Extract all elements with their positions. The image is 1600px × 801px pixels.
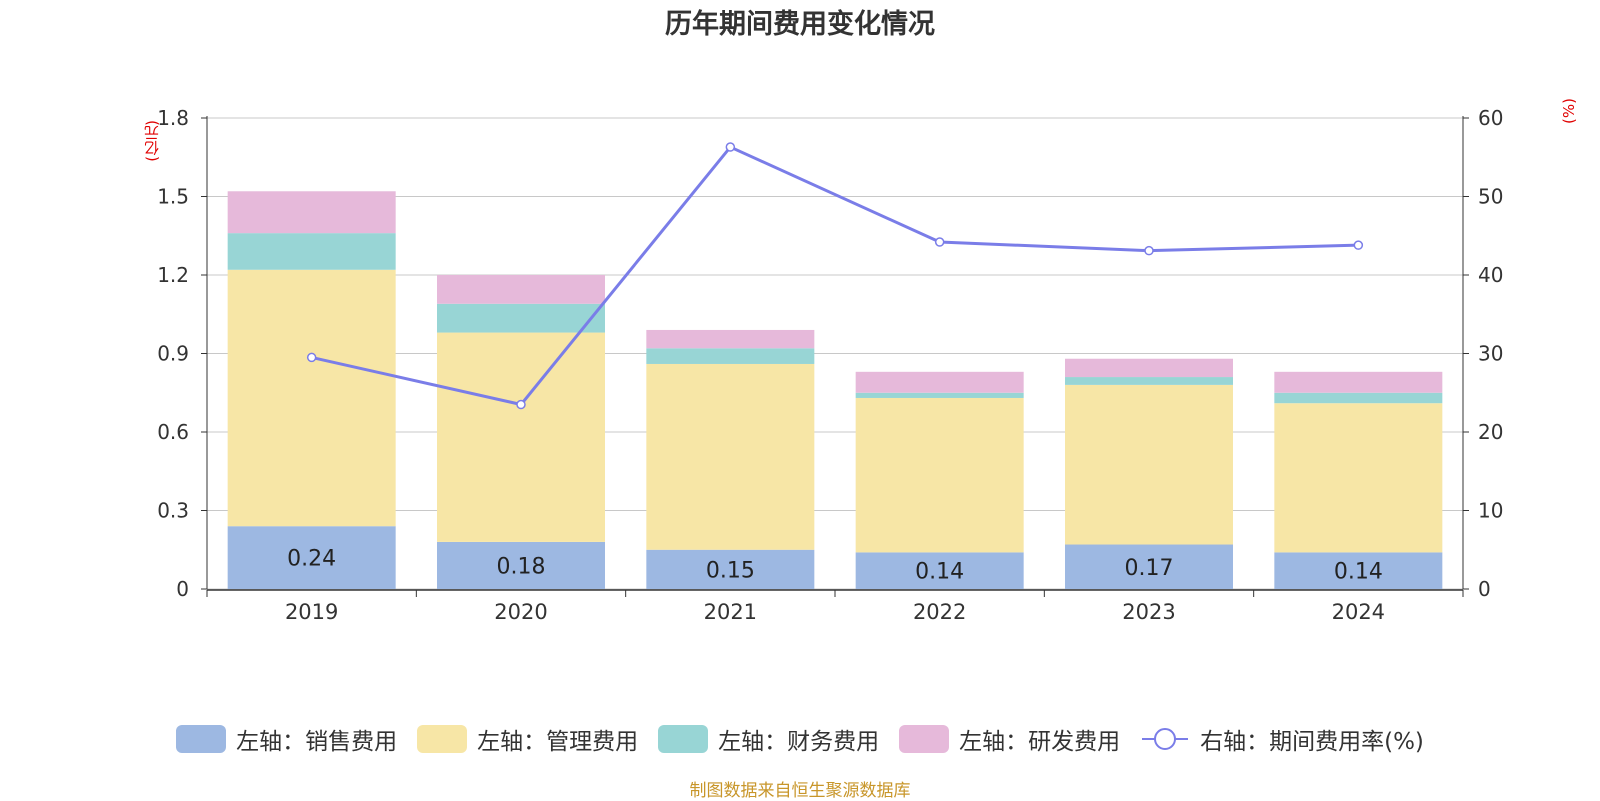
bar-finance-2024 bbox=[1274, 392, 1443, 404]
bar-admin-2019 bbox=[227, 269, 396, 527]
bar-sales-2021 bbox=[646, 549, 815, 589]
legend-label-sales: 左轴：销售费用 bbox=[236, 729, 398, 755]
x-axis-tick-label: 2021 bbox=[704, 600, 757, 624]
bar-data-label: 0.24 bbox=[287, 547, 336, 572]
x-axis-tick-label: 2023 bbox=[1122, 600, 1175, 624]
legend-swatch-finance bbox=[658, 725, 709, 753]
bar-sales-2019 bbox=[227, 526, 396, 589]
legend-line-icon bbox=[1142, 728, 1189, 750]
bar-rnd-2021 bbox=[646, 329, 815, 349]
bar-admin-2023 bbox=[1065, 384, 1233, 545]
bar-rnd-2023 bbox=[1065, 358, 1233, 378]
bar-finance-2022 bbox=[855, 392, 1024, 398]
legend-item-admin[interactable]: 左轴：管理费用 bbox=[417, 722, 638, 756]
bar-sales-2023 bbox=[1065, 544, 1233, 589]
x-axis-tick-label: 2020 bbox=[494, 600, 547, 624]
bar-finance-2023 bbox=[1065, 377, 1233, 385]
legend-item-sales[interactable]: 左轴：销售费用 bbox=[176, 722, 397, 756]
left-axis-tick-label: 1.2 bbox=[157, 263, 189, 287]
left-axis-tick-label: 1.5 bbox=[157, 185, 189, 209]
bar-admin-2024 bbox=[1274, 403, 1443, 553]
rate-point-2023 bbox=[1144, 245, 1154, 256]
right-axis-tick-label: 10 bbox=[1478, 499, 1503, 523]
bar-data-label: 0.14 bbox=[915, 560, 964, 585]
legend-swatch-sales bbox=[176, 725, 227, 753]
left-axis-tick-label: 1.8 bbox=[157, 106, 189, 130]
legend-swatch-admin bbox=[417, 725, 468, 753]
right-axis-tick-label: 0 bbox=[1478, 577, 1491, 601]
bar-admin-2022 bbox=[855, 397, 1024, 553]
legend-item-rnd[interactable]: 左轴：研发费用 bbox=[899, 722, 1120, 756]
chart-title: 历年期间费用变化情况 bbox=[665, 9, 935, 40]
left-axis-tick-label: 0.3 bbox=[157, 499, 189, 523]
bar-data-label: 0.17 bbox=[1125, 556, 1174, 581]
legend-label-admin: 左轴：管理费用 bbox=[477, 729, 639, 755]
bar-admin-2021 bbox=[646, 363, 815, 550]
rate-point-2019 bbox=[306, 352, 317, 363]
rate-point-2020 bbox=[516, 399, 526, 410]
legend-item-finance[interactable]: 左轴：财务费用 bbox=[658, 722, 879, 756]
x-axis-tick-label: 2024 bbox=[1332, 600, 1385, 624]
bar-finance-2019 bbox=[227, 233, 396, 270]
rate-point-2022 bbox=[934, 237, 945, 247]
legend: 左轴：销售费用 左轴：管理费用 左轴：财务费用 左轴：研发费用 右轴：期间费用率… bbox=[0, 722, 1600, 756]
bar-data-label: 0.15 bbox=[706, 558, 755, 583]
right-axis-tick-label: 50 bbox=[1478, 185, 1503, 209]
bar-finance-2020 bbox=[437, 303, 605, 333]
bar-data-label: 0.18 bbox=[497, 554, 546, 579]
bar-sales-2024 bbox=[1274, 552, 1443, 589]
x-axis-tick-label: 2022 bbox=[913, 600, 966, 624]
left-axis-tick-label: 0.9 bbox=[157, 342, 189, 366]
rate-point-2021 bbox=[725, 142, 736, 152]
x-axis-tick-label: 2019 bbox=[285, 600, 338, 624]
right-axis-tick-label: 60 bbox=[1478, 106, 1503, 130]
bar-rnd-2024 bbox=[1274, 371, 1443, 393]
right-axis-tick-label: 20 bbox=[1478, 420, 1503, 444]
legend-swatch-rnd bbox=[899, 725, 950, 753]
rate-line bbox=[311, 145, 1359, 407]
bar-sales-2020 bbox=[437, 541, 605, 589]
bar-admin-2020 bbox=[437, 332, 605, 542]
bar-finance-2021 bbox=[646, 348, 815, 364]
bar-data-label: 0.14 bbox=[1334, 560, 1383, 585]
legend-label-finance: 左轴：财务费用 bbox=[718, 729, 880, 755]
bar-rnd-2019 bbox=[227, 191, 396, 234]
bar-rnd-2022 bbox=[855, 371, 1024, 393]
right-axis-tick-label: 30 bbox=[1478, 342, 1503, 366]
data-source: 制图数据来自恒生聚源数据库 bbox=[689, 781, 911, 801]
rate-point-2024 bbox=[1353, 240, 1364, 250]
bar-sales-2022 bbox=[855, 552, 1024, 589]
legend-label-rate: 右轴：期间费用率(%) bbox=[1200, 729, 1424, 755]
left-axis-tick-label: 0 bbox=[176, 577, 189, 601]
legend-label-rnd: 左轴：研发费用 bbox=[959, 729, 1121, 755]
left-axis-tick-label: 0.6 bbox=[157, 420, 189, 444]
bar-rnd-2020 bbox=[437, 275, 605, 304]
right-axis-tick-label: 40 bbox=[1478, 263, 1503, 287]
legend-item-rate[interactable]: 右轴：期间费用率(%) bbox=[1140, 722, 1424, 756]
